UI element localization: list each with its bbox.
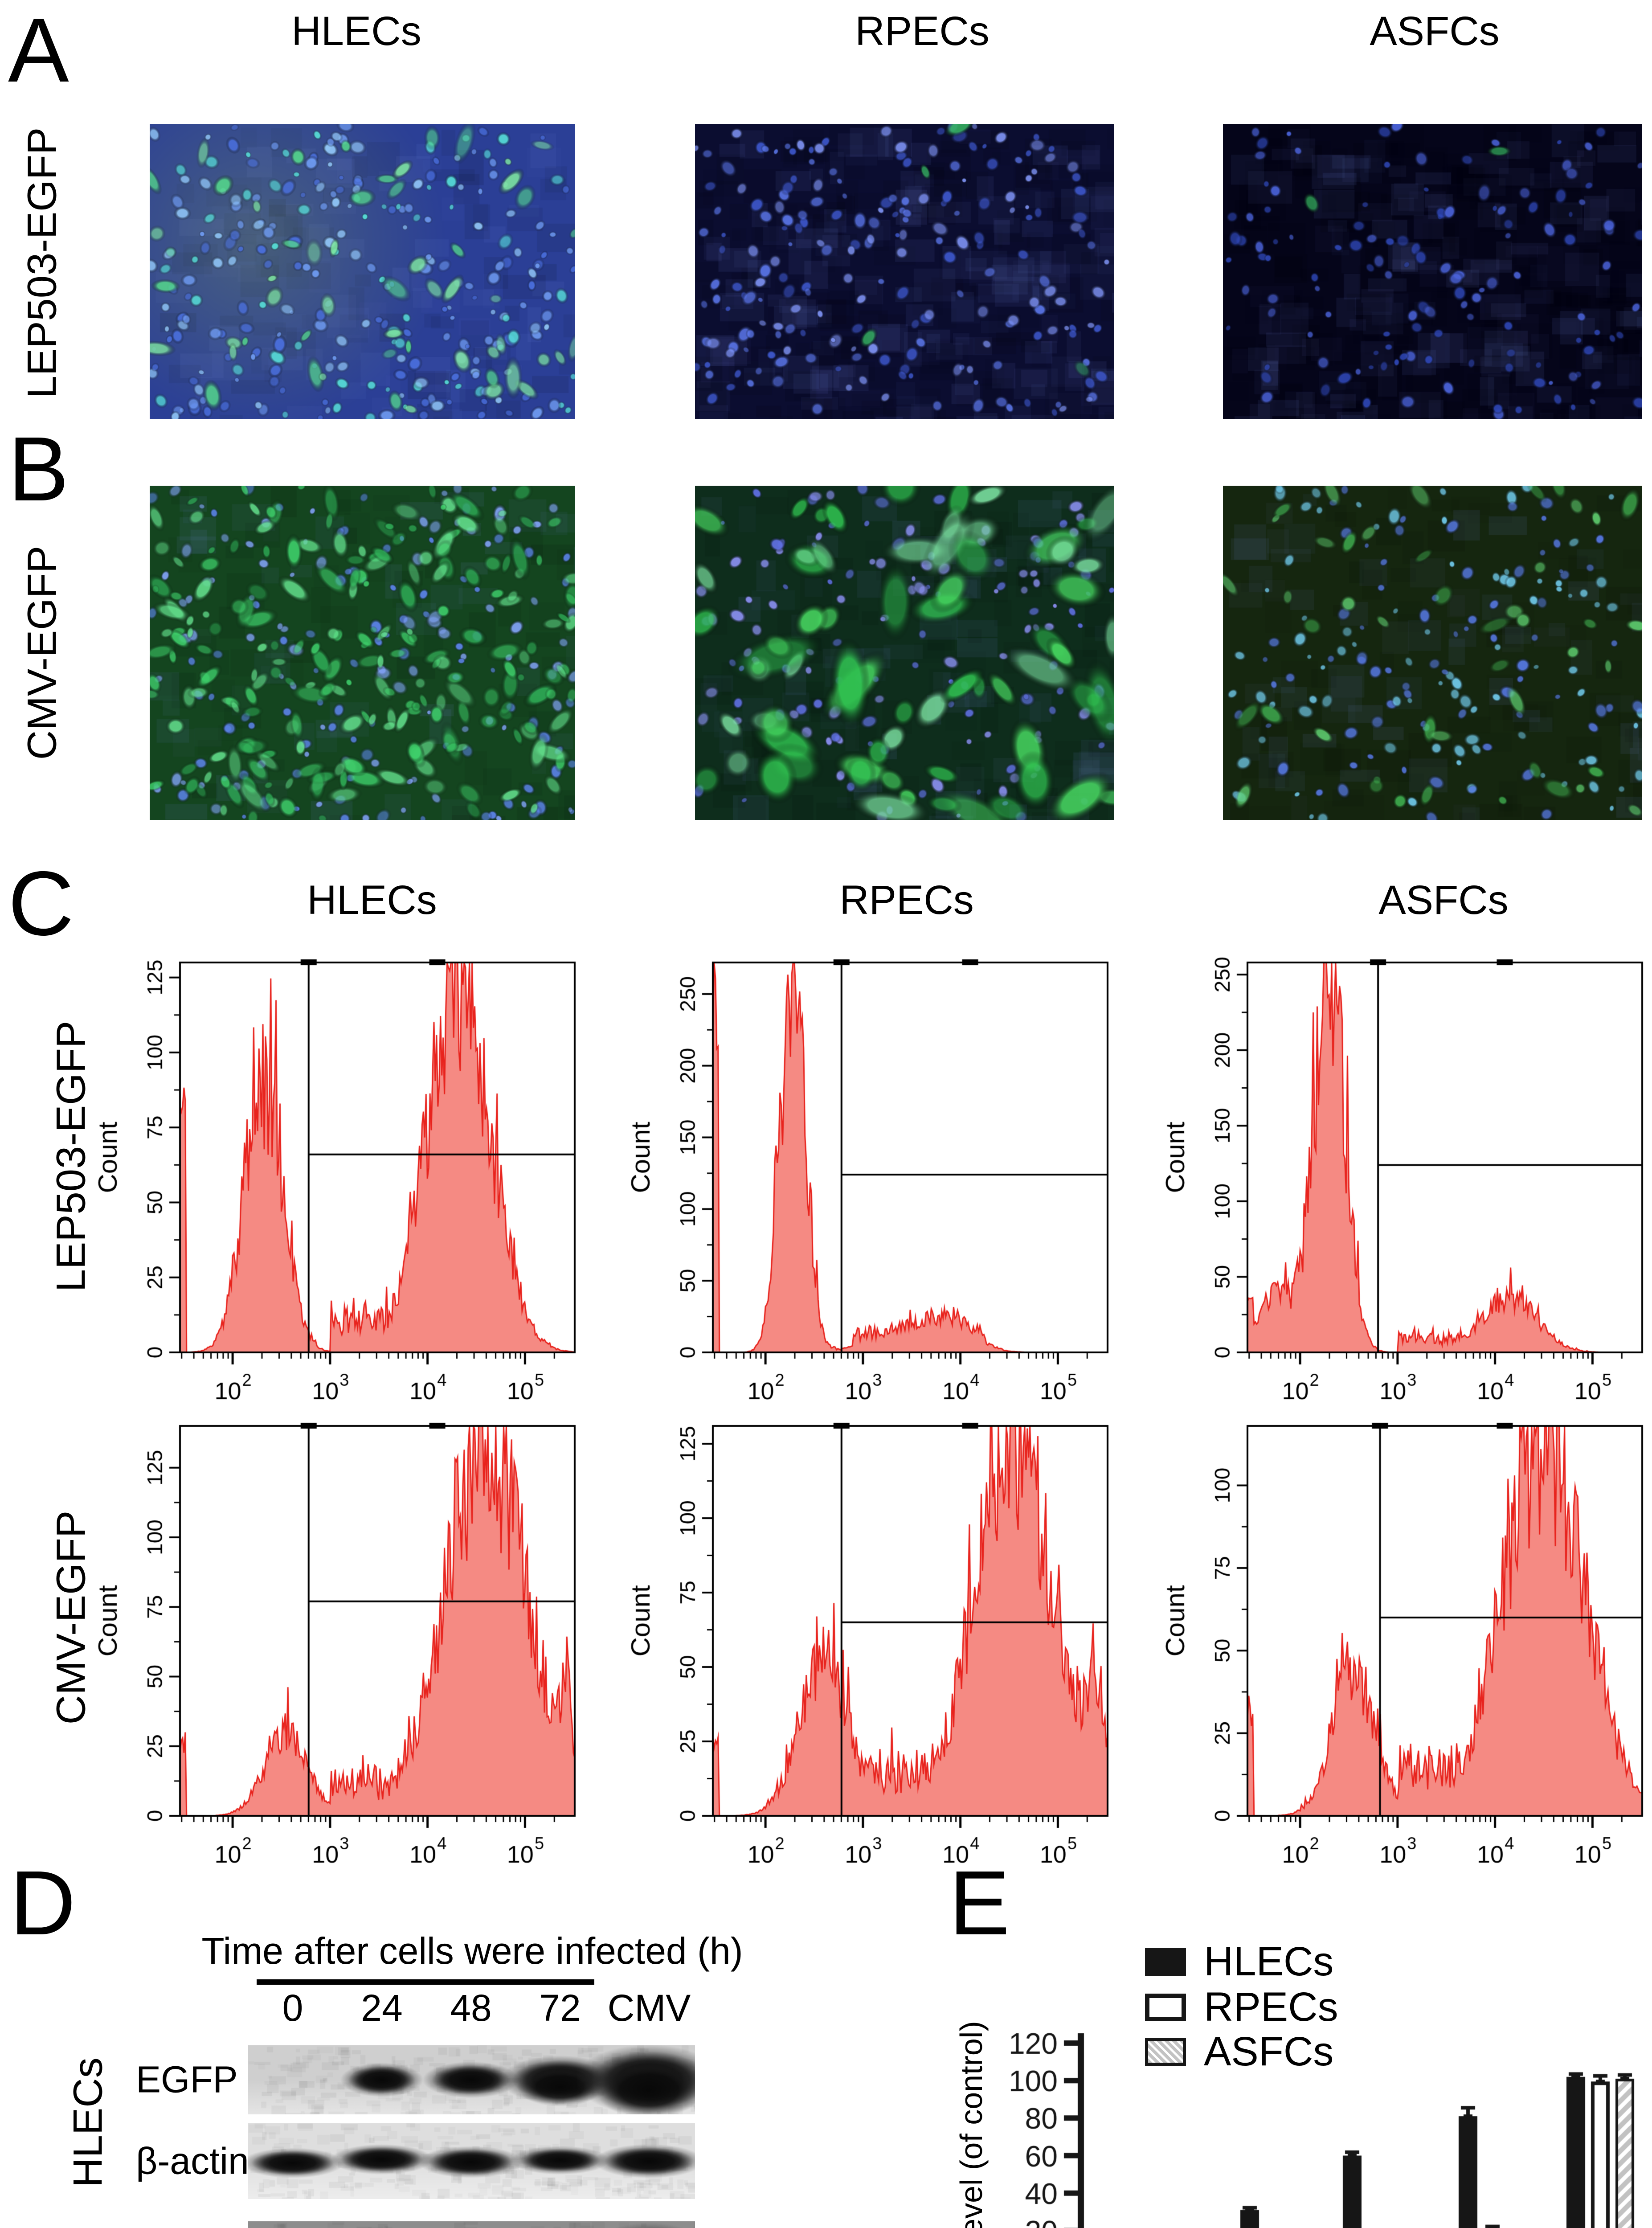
legend-label-hlecs: HLECs <box>1204 1939 1334 1984</box>
d-lane-72: 72 <box>539 1987 581 2029</box>
micrograph-a-hlecs <box>150 124 575 419</box>
c-col-title-rpecs: RPECs <box>839 877 974 923</box>
micrograph-a-rpecs <box>695 124 1114 419</box>
panel-b-letter: B <box>8 418 69 520</box>
d-group-hlecs: HLECs <box>65 2057 111 2187</box>
c-row-label-cmv: CMV-EGFP <box>48 1510 94 1725</box>
micrograph-b-hlecs <box>150 486 575 820</box>
flow-histogram-hlecs-cmv-egfp <box>93 1417 578 1891</box>
blot-hlecs-actin <box>248 2123 695 2199</box>
legend-swatch-solid <box>1145 1948 1186 1976</box>
c-row-label-lep503: LEP503-EGFP <box>48 1020 94 1292</box>
a-col-title-asfcs: ASFCs <box>1370 8 1500 54</box>
b-row-label: CMV-EGFP <box>19 545 65 760</box>
blot-hlecs-egfp <box>248 2045 695 2114</box>
c-col-title-asfcs: ASFCs <box>1378 877 1509 923</box>
flow-histogram-asfcs-lep503-egfp <box>1161 954 1646 1427</box>
legend-item-hlecs: HLECs <box>1145 1938 1333 1985</box>
c-col-title-hlecs: HLECs <box>307 877 437 923</box>
legend-item-rpecs: RPECs <box>1145 1984 1338 2031</box>
a-col-title-rpecs: RPECs <box>855 8 990 54</box>
d-band-label-actin-1: β-actin <box>136 2140 249 2182</box>
flow-histogram-rpecs-lep503-egfp <box>626 954 1111 1427</box>
expression-bar-chart <box>994 2023 1652 2228</box>
panel-c-letter: C <box>8 852 74 954</box>
flow-histogram-asfcs-cmv-egfp <box>1161 1417 1646 1891</box>
panel-d-letter: D <box>10 1852 76 1954</box>
panel-a-letter: A <box>8 0 69 101</box>
d-lane-24: 24 <box>361 1987 403 2029</box>
a-col-title-hlecs: HLECs <box>291 8 421 54</box>
d-header: Time after cells were infected (h) <box>201 1930 743 1972</box>
legend-swatch-open <box>1145 1993 1186 2021</box>
d-header-underline <box>257 1979 594 1985</box>
micrograph-b-asfcs <box>1223 486 1642 820</box>
d-lane-cmv: CMV <box>607 1987 691 2029</box>
micrograph-a-asfcs <box>1223 124 1642 419</box>
d-lane-48: 48 <box>450 1987 492 2029</box>
d-lane-0: 0 <box>282 1987 303 2029</box>
d-band-label-egfp-1: EGFP <box>136 2058 238 2101</box>
e-y-axis-label: Rlative expression level (of control) <box>953 2021 989 2228</box>
flow-histogram-rpecs-cmv-egfp <box>626 1417 1111 1891</box>
legend-label-rpecs: RPECs <box>1204 1984 1338 2030</box>
blot-rpecs-egfp <box>248 2221 695 2228</box>
micrograph-b-rpecs <box>695 486 1114 820</box>
a-row-label: LEP503-EGFP <box>19 127 65 399</box>
flow-histogram-hlecs-lep503-egfp <box>93 954 578 1427</box>
